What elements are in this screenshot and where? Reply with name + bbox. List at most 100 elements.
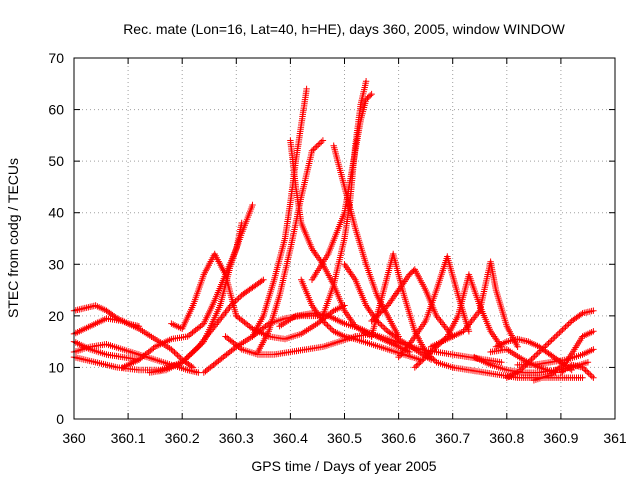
data-point xyxy=(378,308,386,315)
data-point xyxy=(236,344,244,352)
data-point xyxy=(325,323,333,331)
data-point xyxy=(318,138,325,146)
data-point xyxy=(411,364,418,371)
data-point xyxy=(559,326,566,334)
y-tick-label: 60 xyxy=(48,102,64,118)
data-point xyxy=(308,147,316,154)
x-tick-label: 360.9 xyxy=(543,430,578,446)
data-point xyxy=(539,345,546,353)
data-point xyxy=(188,363,195,370)
data-point xyxy=(579,364,586,371)
data-point xyxy=(403,344,410,351)
data-point xyxy=(588,373,595,380)
y-tick-label: 10 xyxy=(48,359,64,375)
data-point xyxy=(562,323,569,331)
data-point xyxy=(311,144,319,152)
data-point xyxy=(531,353,538,360)
data-point xyxy=(404,342,412,349)
y-tick-label: 50 xyxy=(48,153,64,169)
data-point xyxy=(381,305,388,312)
y-tick-label: 20 xyxy=(48,308,64,324)
data-point xyxy=(193,345,201,352)
data-point xyxy=(557,328,565,335)
data-point xyxy=(184,333,191,340)
data-point xyxy=(396,352,404,359)
data-point xyxy=(368,317,375,325)
series-track-06 xyxy=(119,219,245,371)
data-point xyxy=(554,331,561,338)
data-point xyxy=(419,357,426,364)
data-point xyxy=(175,353,183,360)
data-point xyxy=(587,371,594,378)
series-track-11 xyxy=(233,302,348,343)
data-point xyxy=(498,359,505,366)
x-tick-label: 360.8 xyxy=(489,430,524,446)
x-axis-label: GPS time / Days of year 2005 xyxy=(251,458,436,474)
data-point xyxy=(328,326,336,334)
data-point xyxy=(534,350,541,357)
series-track-08 xyxy=(168,250,240,332)
data-point xyxy=(220,353,227,361)
data-point xyxy=(545,339,552,347)
y-tick-label: 0 xyxy=(56,411,64,427)
data-point xyxy=(414,361,421,368)
data-point xyxy=(590,346,597,353)
data-point xyxy=(579,374,586,381)
data-point xyxy=(247,324,255,331)
series-track-26 xyxy=(427,258,521,350)
data-point xyxy=(428,354,435,362)
data-point xyxy=(179,359,186,366)
series-track-33 xyxy=(557,361,597,381)
data-point xyxy=(375,310,383,318)
data-point xyxy=(171,349,178,356)
data-point xyxy=(315,141,322,149)
x-tick-label: 360.5 xyxy=(327,430,362,446)
series-track-32 xyxy=(530,328,597,384)
data-point xyxy=(372,313,380,320)
data-point xyxy=(561,360,568,367)
data-point xyxy=(258,277,265,285)
y-tick-label: 40 xyxy=(48,205,64,221)
data-point xyxy=(192,326,199,334)
x-tick-label: 360.7 xyxy=(435,430,470,446)
data-point xyxy=(420,355,427,363)
data-point xyxy=(556,364,563,371)
data-point xyxy=(550,335,557,342)
x-tick-label: 360.2 xyxy=(165,430,200,446)
data-point xyxy=(585,370,592,377)
data-point xyxy=(553,332,560,339)
data-point xyxy=(316,140,323,147)
series-track-18 xyxy=(319,78,370,320)
data-point xyxy=(186,352,193,359)
series-track-24 xyxy=(395,253,473,361)
data-point xyxy=(551,334,558,341)
x-tick-label: 360.3 xyxy=(219,430,254,446)
x-tick-label: 360 xyxy=(62,430,86,446)
data-point xyxy=(424,351,432,358)
data-point xyxy=(379,323,387,331)
series-track-23 xyxy=(368,266,456,340)
data-point xyxy=(423,353,430,360)
data-point xyxy=(184,353,192,360)
data-point xyxy=(406,348,413,356)
data-point xyxy=(324,322,331,329)
data-point xyxy=(369,316,377,323)
data-point xyxy=(590,307,597,314)
data-point xyxy=(328,308,336,316)
data-point xyxy=(225,335,232,343)
data-point xyxy=(517,366,524,373)
x-tick-label: 360.1 xyxy=(111,430,146,446)
chart-title: Rec. mate (Lon=16, Lat=40, h=HE), days 3… xyxy=(123,21,565,37)
data-point xyxy=(514,369,521,376)
y-tick-label: 30 xyxy=(48,256,64,272)
data-point xyxy=(371,315,378,322)
data-point xyxy=(580,365,588,373)
data-point xyxy=(180,357,187,365)
data-point xyxy=(260,276,267,283)
data-point xyxy=(529,354,537,362)
data-point xyxy=(381,325,388,332)
data-point xyxy=(416,360,423,367)
data-point xyxy=(413,362,420,370)
data-point xyxy=(400,347,408,354)
